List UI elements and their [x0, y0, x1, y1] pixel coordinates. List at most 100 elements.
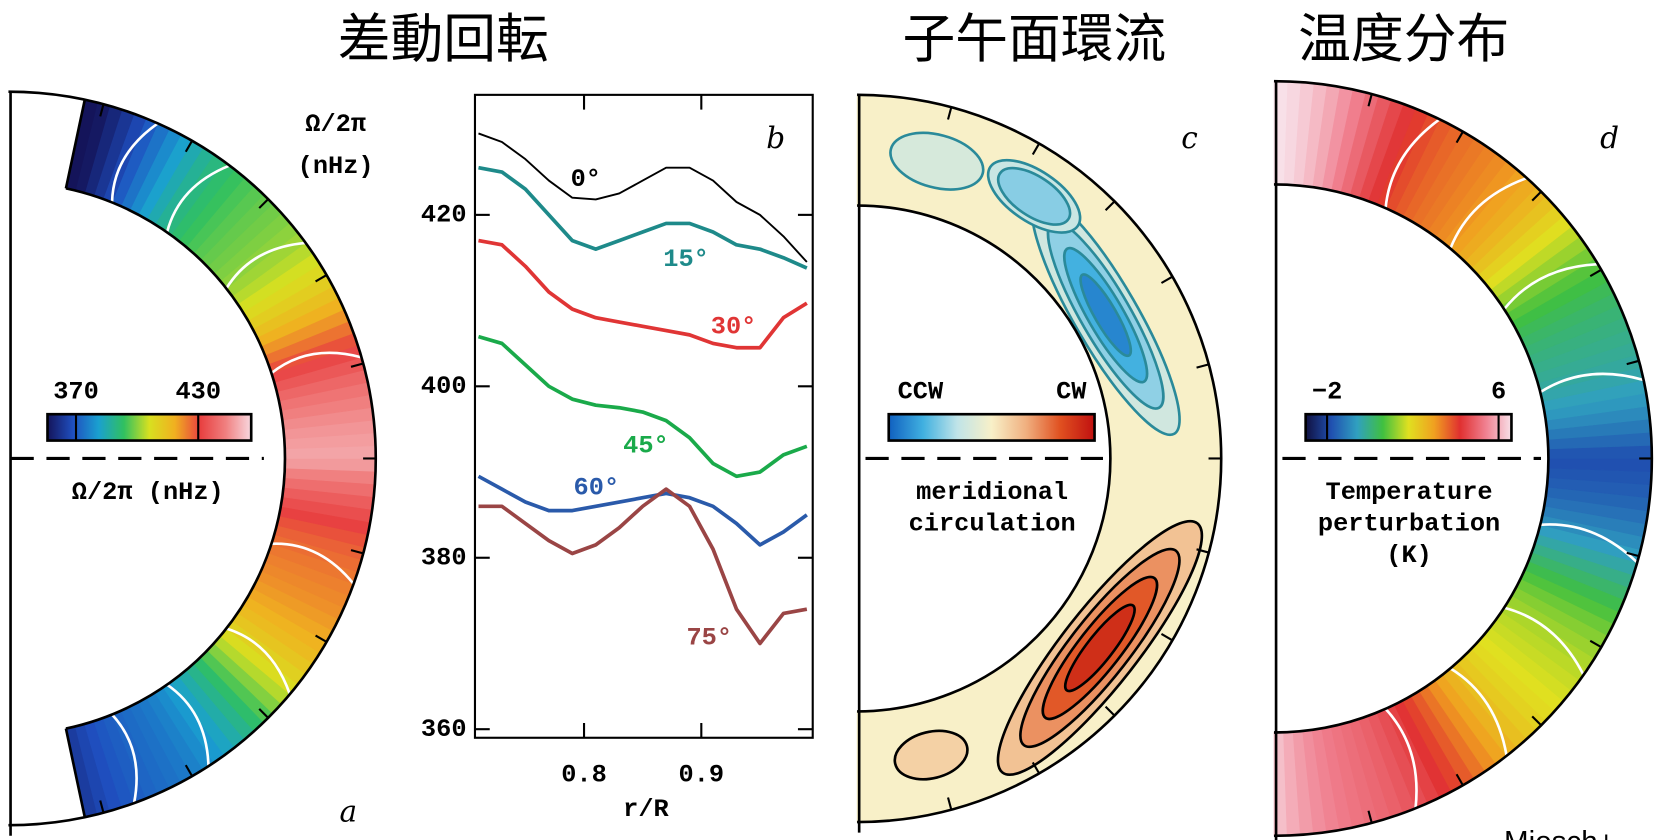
latitude-tick	[258, 708, 269, 719]
y-tick-label: 380	[421, 543, 467, 572]
colorbar-tick-label: 370	[53, 378, 99, 407]
x-axis-label: r/R	[623, 795, 669, 824]
cell-contour	[893, 729, 969, 781]
contour-line	[111, 713, 138, 804]
contour-line	[165, 164, 230, 233]
corner-label: Ω/2π	[305, 110, 366, 139]
colorbar-tick-label: −2	[1312, 378, 1342, 407]
latitude-tick	[350, 362, 364, 368]
latitude-tick	[350, 549, 364, 555]
series-label: 15°	[663, 245, 709, 274]
latitude-tick	[1589, 268, 1602, 278]
latitude-tick	[184, 764, 194, 777]
colorbar	[887, 412, 1096, 442]
latitude-tick	[1531, 715, 1542, 727]
latitude-tick	[315, 274, 328, 283]
panel-letter: a	[339, 795, 357, 829]
shell	[1273, 80, 1653, 837]
latitude-tick	[947, 106, 953, 120]
contour-line	[225, 241, 306, 290]
series-line	[477, 474, 808, 547]
inner-boundary	[65, 187, 287, 730]
colorbar-label: Temperature	[1326, 478, 1493, 507]
cell-contour	[1079, 273, 1133, 358]
contour-line	[1449, 667, 1508, 757]
series-line	[478, 487, 808, 646]
latitude-tick	[1626, 551, 1640, 558]
x-tick-label: 0.9	[679, 760, 725, 789]
corner-label: (nHz)	[298, 152, 374, 181]
contour-line	[1384, 707, 1418, 809]
panel-letter: b	[766, 121, 785, 155]
inner-boundary	[857, 204, 1112, 713]
series-label: 60°	[574, 474, 620, 503]
latitude-tick	[947, 797, 953, 810]
series-label: 0°	[571, 165, 601, 194]
y-tick-label: 420	[421, 201, 467, 230]
colorbar-label: perturbation	[1318, 510, 1500, 539]
latitude-tick	[1031, 143, 1041, 156]
cut-boundary	[64, 728, 87, 818]
cell-contour	[996, 166, 1072, 226]
panel-title: 温度分布	[1298, 9, 1509, 70]
y-tick-label: 360	[421, 715, 467, 744]
panel-letter: d	[1600, 121, 1619, 155]
latitude-tick	[315, 634, 328, 643]
latitude-tick	[1196, 363, 1210, 369]
contour-line	[271, 542, 355, 585]
colorbar-end-label: CCW	[898, 378, 944, 407]
latitude-tick	[184, 140, 194, 153]
contour-line	[166, 683, 210, 767]
contour-line	[1539, 372, 1644, 394]
cut-boundary	[64, 99, 87, 189]
latitude-tick	[99, 103, 105, 117]
cells	[889, 131, 1204, 781]
panel-letter: c	[1181, 121, 1198, 155]
series-line	[477, 334, 808, 479]
contour-line	[1503, 606, 1585, 676]
colorbar	[1304, 412, 1513, 442]
contour-line	[1449, 176, 1528, 250]
series-line	[478, 238, 808, 350]
contour-line	[1384, 118, 1441, 209]
series-line	[478, 165, 808, 270]
latitude-tick	[1160, 633, 1173, 642]
latitude-tick	[1031, 761, 1041, 774]
series-line	[478, 132, 808, 263]
latitude-tick	[1367, 810, 1373, 824]
latitude-tick	[1367, 93, 1373, 107]
latitude-tick	[1531, 190, 1542, 202]
colorbar-end-label: CW	[1056, 378, 1087, 407]
series-label: 30°	[711, 312, 757, 341]
latitude-tick	[258, 198, 269, 209]
colorbar-label: (K)	[1386, 541, 1432, 570]
series-label: 75°	[686, 623, 732, 652]
inner-boundary	[1273, 183, 1550, 734]
latitude-tick	[1104, 705, 1116, 717]
latitude-tick	[1104, 200, 1116, 212]
colorbar-label: meridional	[916, 478, 1068, 507]
y-tick-label: 400	[421, 372, 467, 401]
panel-title: 子午面環流	[902, 9, 1166, 70]
series-label: 45°	[623, 432, 669, 461]
cell-contour	[889, 131, 985, 191]
shell	[65, 99, 377, 818]
colorbar-tick-label: 6	[1491, 378, 1506, 407]
latitude-tick	[99, 800, 105, 814]
latitude-tick	[1160, 275, 1173, 284]
contour-line	[110, 122, 159, 203]
plot-frame	[473, 93, 814, 739]
credit: Miesch+	[1504, 826, 1615, 840]
contour-line	[225, 627, 292, 695]
cell-contour	[1063, 603, 1136, 693]
colorbar	[46, 412, 253, 442]
contour-line	[270, 351, 362, 375]
latitude-tick	[1196, 548, 1210, 554]
x-tick-label: 0.8	[561, 760, 607, 789]
latitude-tick	[1589, 639, 1602, 649]
colorbar-label: Ω/2π (nHz)	[72, 478, 224, 507]
contour-line	[1503, 262, 1598, 311]
colorbar-label: circulation	[909, 510, 1076, 539]
panel-title: 差動回転	[338, 9, 549, 70]
